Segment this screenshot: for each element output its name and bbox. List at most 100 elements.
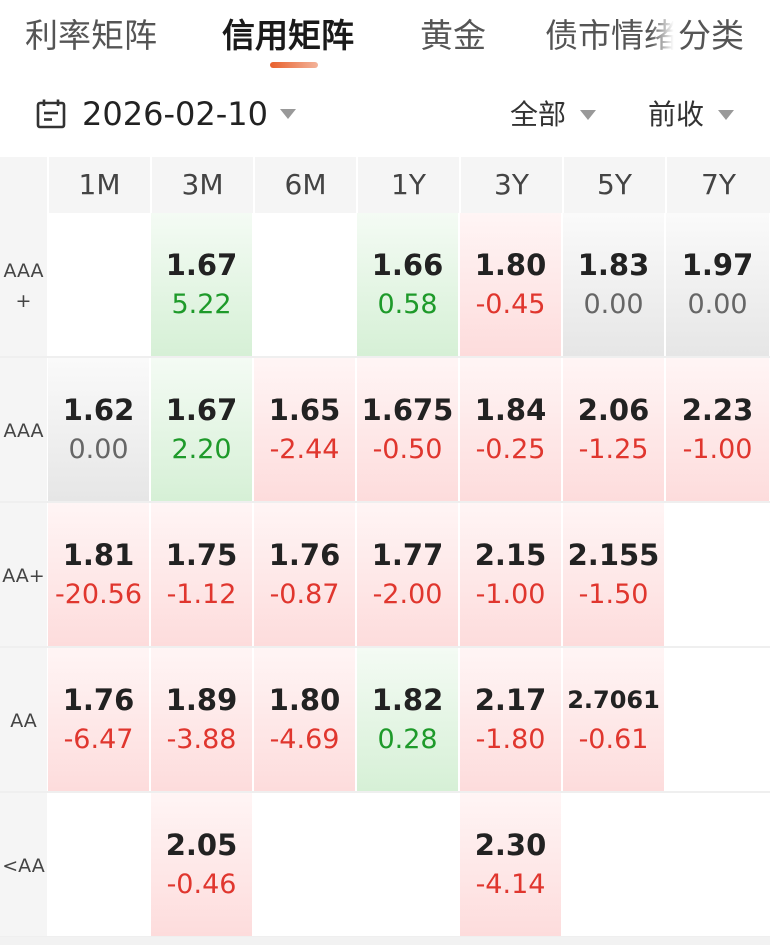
matrix-cell[interactable]: 1.75 -1.12 [151, 503, 252, 646]
yield-value: 2.15 [474, 538, 547, 572]
matrix-cell[interactable]: 1.66 0.58 [357, 213, 458, 356]
change-value: -2.00 [372, 579, 443, 610]
yield-value: 1.65 [268, 393, 341, 427]
empty-cell [666, 793, 769, 936]
matrix-cell[interactable]: 1.82 0.28 [357, 648, 458, 791]
change-value: -3.88 [166, 724, 237, 755]
bottom-divider [0, 937, 770, 945]
filter-bar: 2026-02-10 全部 前收 [0, 82, 770, 146]
change-value: -6.47 [63, 724, 134, 755]
date-selector[interactable]: 2026-02-10 [82, 95, 268, 133]
yield-value: 1.89 [165, 683, 238, 717]
row-label: <AA [0, 793, 47, 938]
change-value: -1.25 [578, 434, 649, 465]
yield-value: 1.82 [371, 683, 444, 717]
yield-value: 1.675 [361, 393, 454, 427]
table-row: <AA 2.05 -0.46 2.30 -4.14 [0, 793, 770, 938]
column-header-5y[interactable]: 5Y [562, 157, 665, 213]
table-row: AAA +1.67 5.22 1.66 0.58 1.80 -0.45 1.83 0.00 1.9… [0, 213, 770, 358]
matrix-cell[interactable]: 1.76 -6.47 [48, 648, 149, 791]
column-header-7y[interactable]: 7Y [665, 157, 770, 213]
matrix-cell[interactable]: 1.81 -20.56 [48, 503, 149, 646]
column-header-6m[interactable]: 6M [253, 157, 356, 213]
calendar-icon[interactable] [35, 98, 67, 130]
caret-down-icon[interactable] [280, 109, 296, 119]
yield-value: 1.75 [165, 538, 238, 572]
tab-credit-matrix[interactable]: 信用矩阵 [222, 16, 354, 55]
compare-selector[interactable]: 前收 [648, 98, 705, 131]
change-value: 0.58 [377, 289, 438, 320]
tab-rate-matrix[interactable]: 利率矩阵 [25, 16, 157, 55]
change-value: -0.25 [475, 434, 546, 465]
empty-cell [357, 793, 458, 936]
yield-value: 1.66 [371, 248, 444, 282]
change-value: -20.56 [54, 579, 143, 610]
column-header-3y[interactable]: 3Y [459, 157, 562, 213]
yield-value: 1.76 [62, 683, 135, 717]
matrix-cell[interactable]: 2.06 -1.25 [563, 358, 664, 501]
matrix-cell[interactable]: 2.17 -1.80 [460, 648, 561, 791]
active-tab-indicator [270, 62, 318, 68]
column-header-3m[interactable]: 3M [150, 157, 253, 213]
matrix-cell[interactable]: 2.155 -1.50 [563, 503, 664, 646]
tab-bar: 利率矩阵 信用矩阵 黄金 债市情绪 分类 [0, 0, 770, 72]
empty-cell [48, 213, 149, 356]
matrix-cell[interactable]: 1.65 -2.44 [254, 358, 355, 501]
empty-cell [666, 648, 769, 791]
matrix-cell[interactable]: 1.84 -0.25 [460, 358, 561, 501]
change-value: -1.12 [166, 579, 237, 610]
matrix-cell[interactable]: 1.89 -3.88 [151, 648, 252, 791]
empty-cell [254, 793, 355, 936]
yield-value: 1.67 [165, 393, 238, 427]
yield-value: 1.83 [577, 248, 650, 282]
yield-value: 1.67 [165, 248, 238, 282]
empty-cell [48, 793, 149, 936]
matrix-cell[interactable]: 2.15 -1.00 [460, 503, 561, 646]
column-header-1y[interactable]: 1Y [356, 157, 459, 213]
change-value: -0.87 [269, 579, 340, 610]
caret-down-icon[interactable] [580, 110, 596, 120]
yield-value: 2.17 [474, 683, 547, 717]
row-label: AA+ [0, 503, 47, 648]
column-header-row: 1M 3M 6M 1Y 3Y 5Y 7Y [0, 157, 770, 213]
row-divider [0, 356, 770, 358]
change-value: -4.14 [475, 869, 546, 900]
yield-value: 2.23 [681, 393, 754, 427]
matrix-cell[interactable]: 1.80 -0.45 [460, 213, 561, 356]
scope-selector[interactable]: 全部 [510, 98, 567, 131]
caret-down-icon[interactable] [718, 110, 734, 120]
change-value: -2.44 [269, 434, 340, 465]
change-value: -4.69 [269, 724, 340, 755]
table-row: AAA 1.62 0.00 1.67 2.20 1.65 -2.44 1.675 -0.50 1.… [0, 358, 770, 503]
matrix-cell[interactable]: 2.30 -4.14 [460, 793, 561, 936]
yield-value: 2.30 [474, 828, 547, 862]
yield-value: 1.77 [371, 538, 444, 572]
matrix-cell[interactable]: 2.7061 -0.61 [563, 648, 664, 791]
change-value: 5.22 [171, 289, 232, 320]
matrix-cell[interactable]: 1.77 -2.00 [357, 503, 458, 646]
yield-value: 1.97 [681, 248, 754, 282]
change-value: 0.28 [377, 724, 438, 755]
change-value: 0.00 [68, 434, 129, 465]
matrix-cell[interactable]: 2.23 -1.00 [666, 358, 769, 501]
change-value: -0.61 [578, 724, 649, 755]
row-divider [0, 646, 770, 648]
matrix-cell[interactable]: 2.05 -0.46 [151, 793, 252, 936]
row-divider [0, 501, 770, 503]
matrix-cell[interactable]: 1.67 5.22 [151, 213, 252, 356]
table-row: AA 1.76 -6.47 1.89 -3.88 1.80 -4.69 1.82 0.28 2.1… [0, 648, 770, 793]
matrix-cell[interactable]: 1.76 -0.87 [254, 503, 355, 646]
column-header-1m[interactable]: 1M [47, 157, 150, 213]
matrix-cell[interactable]: 1.80 -4.69 [254, 648, 355, 791]
matrix-cell[interactable]: 1.62 0.00 [48, 358, 149, 501]
matrix-cell[interactable]: 1.83 0.00 [563, 213, 664, 356]
tab-category[interactable]: 分类 [676, 14, 744, 58]
row-label: AAA [0, 358, 47, 503]
matrix-cell[interactable]: 1.97 0.00 [666, 213, 769, 356]
matrix-cell[interactable]: 1.675 -0.50 [357, 358, 458, 501]
empty-cell [254, 213, 355, 356]
yield-value: 1.84 [474, 393, 547, 427]
yield-value: 1.81 [62, 538, 135, 572]
matrix-cell[interactable]: 1.67 2.20 [151, 358, 252, 501]
tab-gold[interactable]: 黄金 [420, 16, 486, 55]
